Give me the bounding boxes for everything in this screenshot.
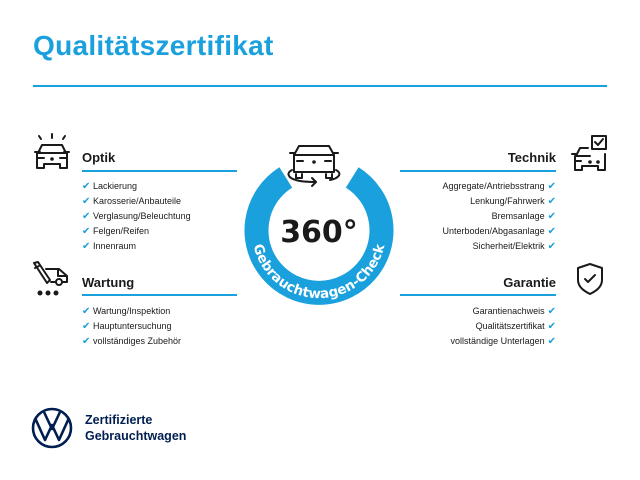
wartung-heading: Wartung: [82, 275, 135, 290]
list-item: ✔ Lackierung: [82, 181, 138, 192]
list-item: vollständige Unterlagen ✔: [450, 336, 556, 347]
car-checklist-icon: [571, 135, 607, 171]
list-item: Lenkung/Fahrwerk ✔: [470, 196, 556, 207]
list-item: ✔ Hauptuntersuchung: [82, 321, 172, 332]
check-icon: ✔: [82, 211, 91, 222]
car-rotate-icon: [287, 145, 341, 187]
check-icon: ✔: [82, 336, 91, 347]
list-item: Aggregate/Antriebsstrang ✔: [442, 181, 556, 192]
page-title: Qualitätszertifikat: [33, 30, 274, 61]
badge-value: 360°: [280, 215, 358, 250]
list-item: Sicherheit/Elektrik ✔: [472, 241, 556, 252]
check-icon: ✔: [547, 321, 556, 332]
check-icon: ✔: [82, 321, 91, 332]
technik-divider: [400, 170, 556, 172]
list-item: Unterboden/Abgasanlage ✔: [442, 226, 556, 237]
technik-list: Aggregate/Antriebsstrang ✔ Lenkung/Fahrwe…: [443, 179, 556, 254]
list-item: ✔ Verglasung/Beleuchtung: [82, 211, 191, 222]
list-item: Bremsanlage ✔: [491, 211, 556, 222]
vw-logo: [31, 407, 73, 449]
check-icon: ✔: [82, 226, 91, 237]
optik-divider: [82, 170, 237, 172]
check-icon: ✔: [82, 181, 91, 192]
list-item: Garantienachweis ✔: [472, 306, 556, 317]
badge-ring: [244, 167, 394, 305]
list-item: ✔ vollständiges Zubehör: [82, 336, 182, 347]
service-tools-car-icon: [33, 261, 68, 296]
optik-list: ✔ Lackierung ✔ Karosserie/Anbauteile ✔ Verg…: [82, 179, 191, 254]
check-icon: ✔: [547, 241, 556, 252]
check-icon: ✔: [547, 226, 556, 237]
title-divider: [33, 85, 607, 87]
wartung-divider: [82, 294, 237, 296]
check-icon: ✔: [547, 196, 556, 207]
garantie-divider: [400, 294, 556, 296]
technik-heading: Technik: [507, 150, 556, 165]
shield-check-icon: [577, 263, 603, 295]
check-icon: ✔: [547, 211, 556, 222]
garantie-heading: Garantie: [503, 275, 556, 290]
brand-text: Zertifizierte Gebrauchtwagen: [85, 413, 187, 443]
car-lights-icon: [34, 133, 70, 169]
check-icon: ✔: [82, 196, 91, 207]
check-icon: ✔: [82, 306, 91, 317]
check-icon: ✔: [547, 336, 556, 347]
wartung-list: ✔ Wartung/Inspektion ✔ Hauptuntersuchung ✔…: [82, 304, 181, 349]
list-item: ✔ Karosserie/Anbauteile: [82, 196, 182, 207]
check-icon: ✔: [547, 306, 556, 317]
check-icon: ✔: [547, 181, 556, 192]
check-icon: ✔: [82, 241, 91, 252]
optik-heading: Optik: [82, 150, 116, 165]
list-item: ✔ Wartung/Inspektion: [82, 306, 171, 317]
garantie-list: Garantienachweis ✔ Qualitätszertifikat ✔ v…: [451, 304, 556, 349]
list-item: ✔ Felgen/Reifen: [82, 226, 150, 237]
list-item: Qualitätszertifikat ✔: [475, 321, 556, 332]
list-item: ✔ Innenraum: [82, 241, 137, 252]
